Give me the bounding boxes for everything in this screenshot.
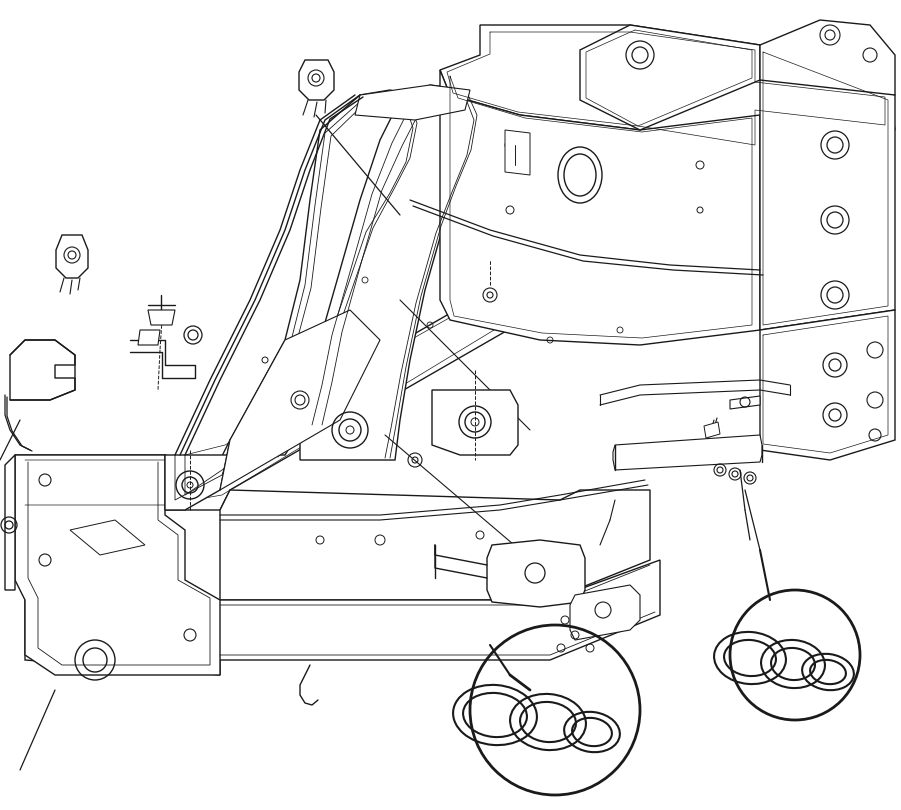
Polygon shape (730, 396, 760, 409)
Polygon shape (15, 250, 580, 510)
Polygon shape (760, 45, 895, 330)
Polygon shape (70, 520, 145, 555)
Polygon shape (138, 330, 160, 345)
Polygon shape (570, 585, 640, 640)
Polygon shape (440, 25, 895, 150)
Polygon shape (15, 455, 220, 675)
Polygon shape (505, 130, 530, 175)
Polygon shape (165, 90, 420, 510)
Polygon shape (760, 20, 895, 95)
Polygon shape (432, 390, 518, 455)
Polygon shape (220, 310, 380, 490)
Polygon shape (25, 560, 660, 675)
Polygon shape (704, 422, 720, 438)
Polygon shape (220, 490, 650, 600)
Polygon shape (10, 340, 75, 400)
Polygon shape (440, 70, 760, 345)
Polygon shape (613, 435, 762, 470)
Polygon shape (5, 455, 15, 590)
Polygon shape (580, 25, 760, 130)
Polygon shape (355, 85, 470, 120)
Polygon shape (487, 540, 585, 607)
Polygon shape (299, 60, 334, 100)
Polygon shape (148, 310, 175, 325)
Polygon shape (760, 310, 895, 460)
Polygon shape (56, 235, 88, 278)
Polygon shape (300, 85, 480, 460)
